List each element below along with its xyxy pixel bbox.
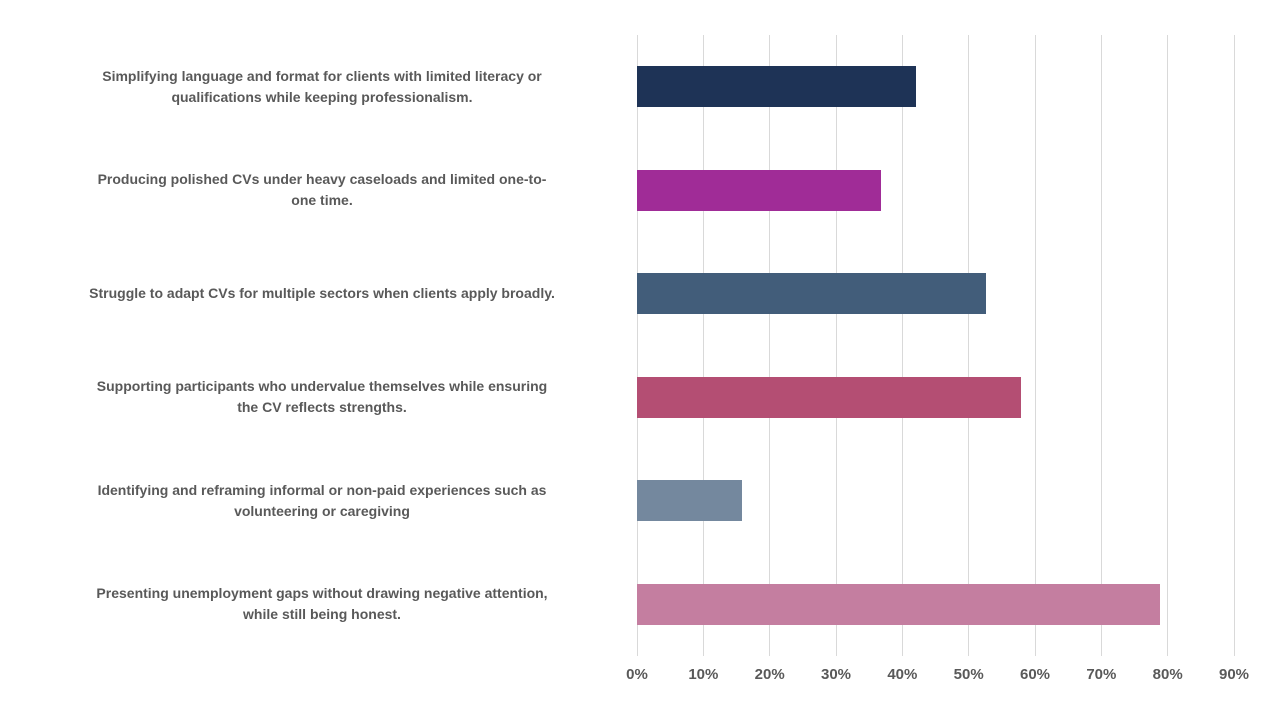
bar-2 (637, 169, 882, 211)
bar-6 (637, 583, 1161, 625)
category-label-1: Simplifying language and format for clie… (102, 67, 542, 105)
x-axis-tick-label: 30% (820, 666, 852, 683)
x-axis-tick-label: 20% (754, 666, 785, 683)
category-label-2: Producing polished CVs under heavy casel… (97, 171, 547, 209)
bar-1 (637, 66, 917, 108)
bar-4 (637, 376, 1022, 418)
x-axis-tick-label: 90% (1218, 666, 1250, 683)
gridline-40% (901, 35, 903, 656)
gridline-70% (1100, 35, 1102, 656)
category-label-6: Presenting unemployment gaps without dra… (96, 585, 548, 623)
gridline-50% (968, 35, 970, 656)
gridline-90% (1233, 35, 1235, 656)
bar-5 (637, 480, 742, 522)
category-label-5: Identifying and reframing informal or no… (97, 481, 547, 519)
gridline-20% (769, 35, 771, 656)
x-axis-tick-label: 0% (626, 666, 648, 683)
x-axis-tick-label: 60% (1019, 666, 1051, 683)
gridline-60% (1034, 35, 1036, 656)
bar-3 (637, 273, 986, 315)
x-axis-tick-label: 80% (1152, 666, 1183, 683)
x-axis-tick-label: 10% (688, 666, 719, 683)
gridline-80% (1167, 35, 1169, 656)
x-axis-tick-label: 50% (953, 666, 984, 683)
x-axis-tick-label: 40% (887, 666, 918, 683)
gridline-30% (835, 35, 837, 656)
gridline-10% (702, 35, 704, 656)
category-label-4: Supporting participants who undervalue t… (96, 378, 548, 416)
x-axis-tick-label: 70% (1086, 666, 1117, 683)
gridline-0% (636, 35, 638, 656)
category-label-3: Struggle to adapt CVs for multiple secto… (89, 285, 555, 302)
